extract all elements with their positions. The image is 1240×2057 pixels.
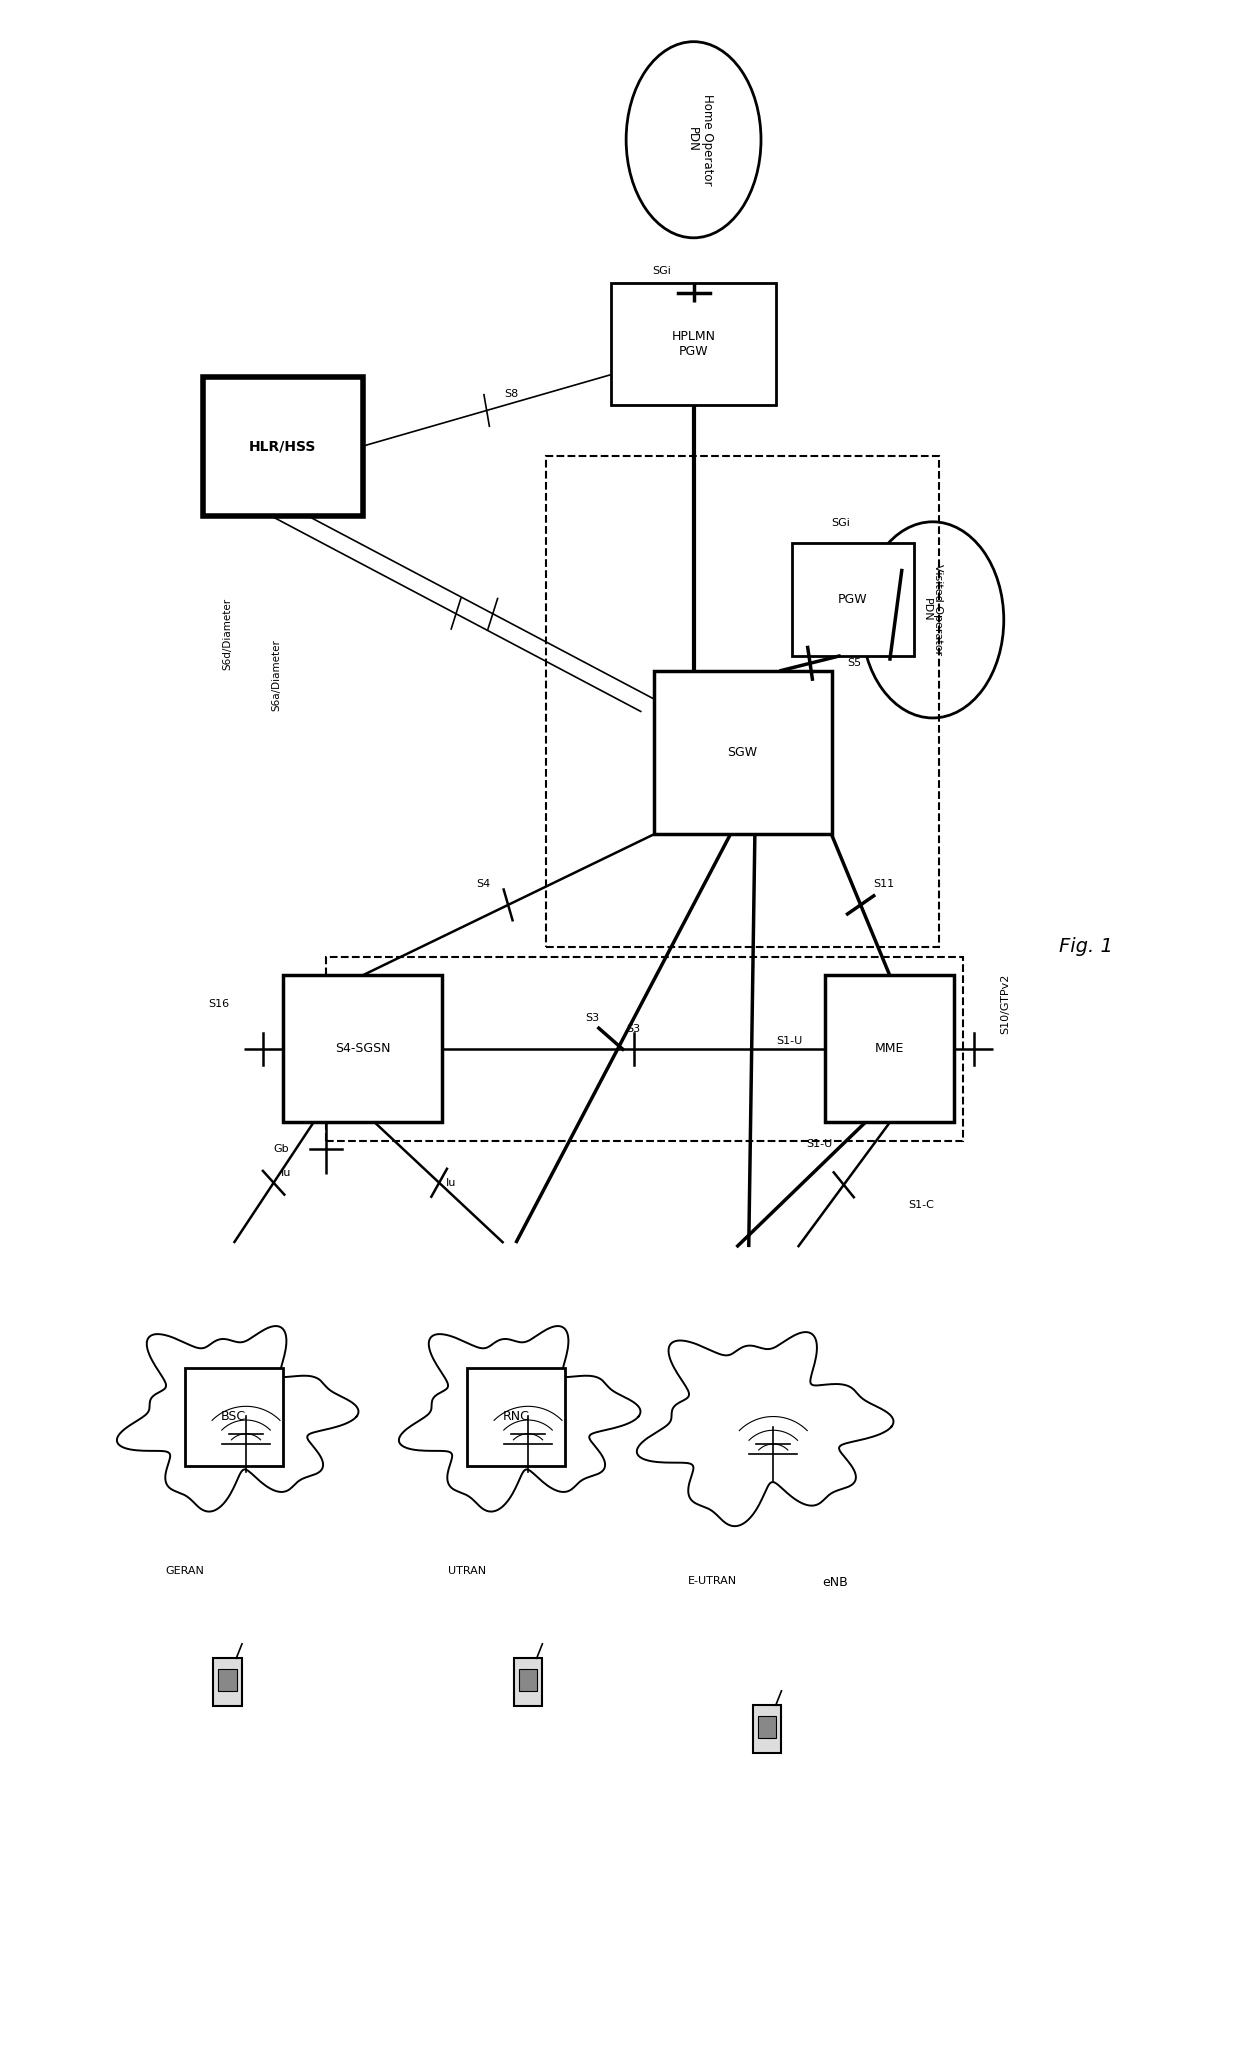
Text: S4: S4 (476, 880, 491, 889)
Bar (283, 975, 443, 1123)
Bar (791, 543, 914, 656)
Text: PGW: PGW (838, 592, 868, 607)
Text: S16: S16 (208, 1000, 229, 1010)
Text: MME: MME (875, 1043, 904, 1055)
Bar (466, 1368, 565, 1467)
Text: eNB: eNB (822, 1576, 848, 1590)
Text: S4-SGSN: S4-SGSN (335, 1043, 391, 1055)
Text: Home Operator
PDN: Home Operator PDN (686, 95, 714, 185)
Text: E-UTRAN: E-UTRAN (687, 1576, 737, 1586)
Text: S8: S8 (503, 389, 518, 399)
Bar (611, 282, 776, 405)
Text: S1-C: S1-C (908, 1199, 934, 1210)
Text: Visited Operator
PDN: Visited Operator PDN (921, 564, 944, 656)
Bar (653, 671, 832, 835)
Text: S1-U: S1-U (806, 1140, 832, 1150)
Text: HLR/HSS: HLR/HSS (249, 440, 316, 453)
Text: S3: S3 (626, 1024, 641, 1033)
Bar (547, 457, 939, 946)
Bar (218, 1668, 237, 1691)
Text: SGi: SGi (831, 518, 851, 529)
Text: S11: S11 (873, 880, 894, 889)
Text: HPLMN
PGW: HPLMN PGW (672, 329, 715, 358)
Text: BSC: BSC (221, 1411, 247, 1423)
Polygon shape (637, 1333, 894, 1526)
Text: S10/GTPv2: S10/GTPv2 (1001, 973, 1011, 1035)
Text: S6d/Diameter: S6d/Diameter (223, 599, 233, 671)
Bar (326, 957, 963, 1142)
Text: SGi: SGi (652, 265, 672, 276)
Text: Gb: Gb (273, 1144, 289, 1154)
Text: S5: S5 (847, 658, 861, 669)
Bar (213, 1658, 242, 1707)
Bar (203, 376, 362, 516)
Text: S1-U: S1-U (776, 1037, 802, 1045)
Text: Iu: Iu (280, 1168, 291, 1177)
Bar (758, 1716, 776, 1738)
Text: RNC: RNC (502, 1411, 529, 1423)
Text: S3: S3 (585, 1014, 599, 1022)
Text: UTRAN: UTRAN (448, 1565, 486, 1576)
Polygon shape (117, 1327, 358, 1512)
Bar (826, 975, 954, 1123)
Text: Iu: Iu (446, 1179, 456, 1187)
Bar (185, 1368, 283, 1467)
Text: Fig. 1: Fig. 1 (1059, 938, 1112, 957)
Bar (753, 1705, 781, 1753)
Ellipse shape (862, 522, 1003, 718)
Polygon shape (399, 1327, 641, 1512)
Bar (518, 1668, 537, 1691)
Bar (513, 1658, 542, 1707)
Text: GERAN: GERAN (165, 1565, 205, 1576)
Text: SGW: SGW (728, 747, 758, 759)
Ellipse shape (626, 41, 761, 239)
Text: S6a/Diameter: S6a/Diameter (272, 640, 281, 712)
